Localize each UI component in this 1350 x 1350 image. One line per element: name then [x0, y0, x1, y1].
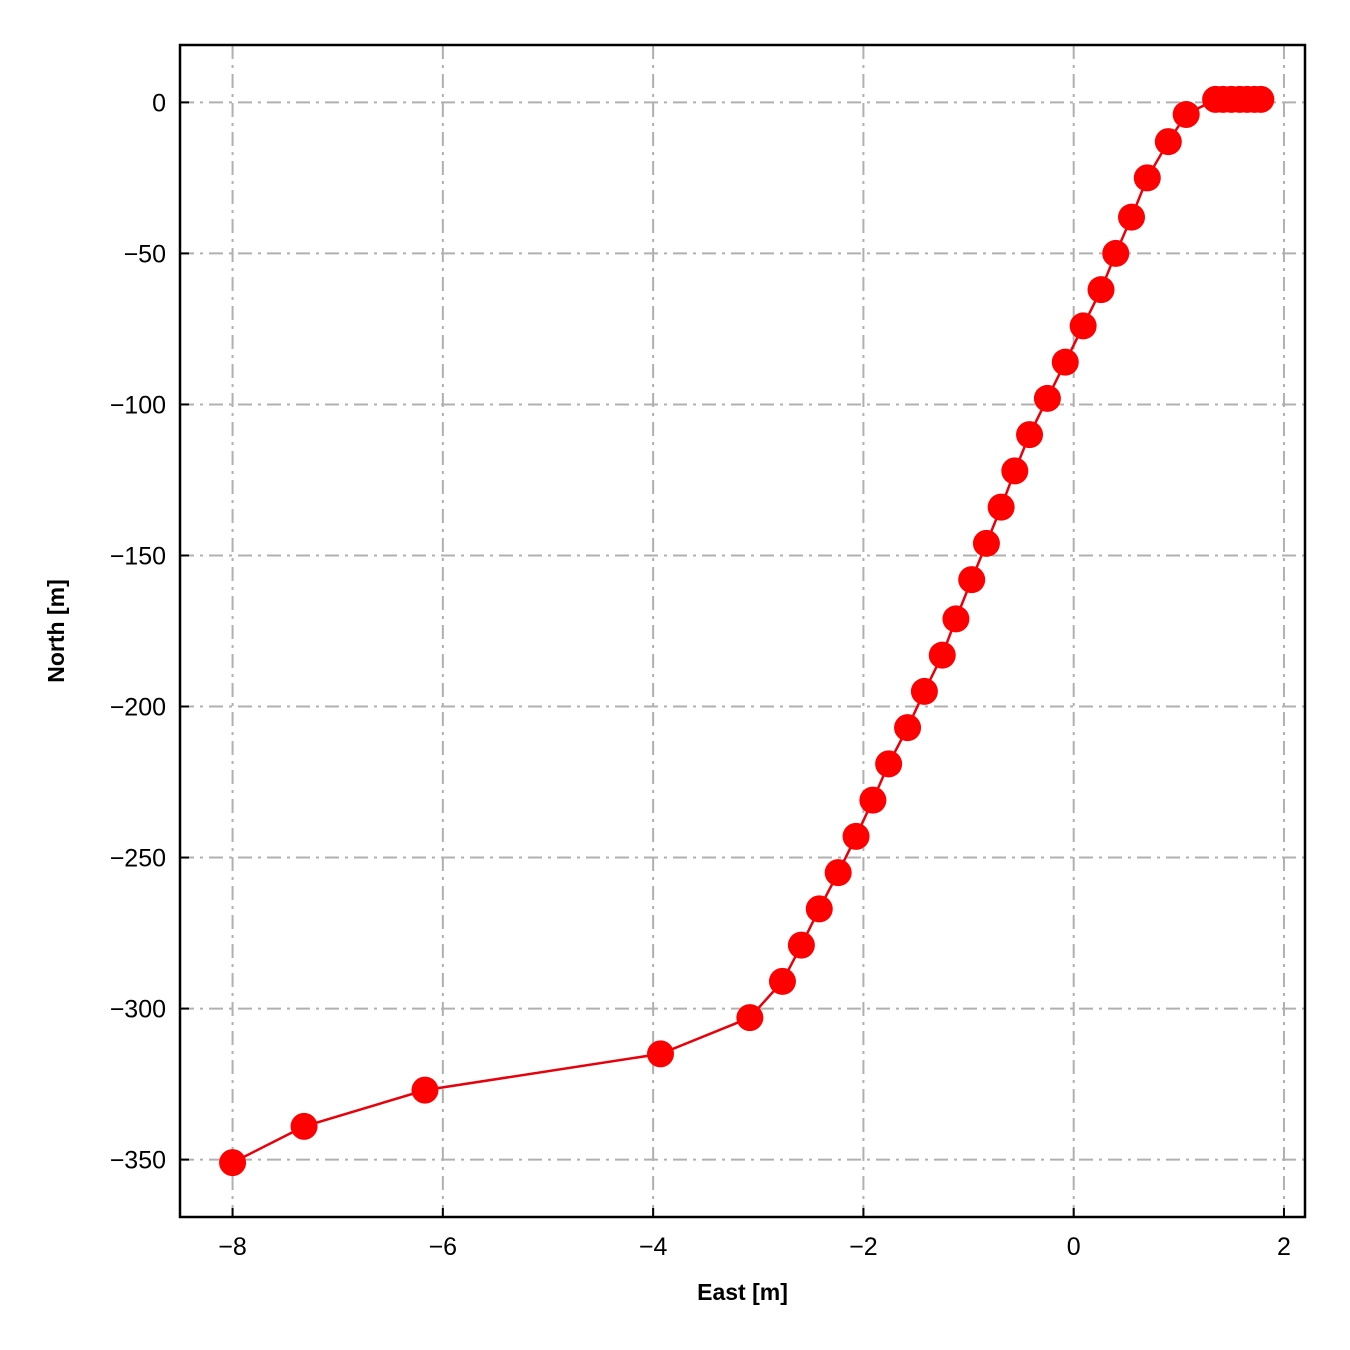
data-point-marker	[1016, 421, 1044, 449]
x-tick-label: 2	[1277, 1233, 1291, 1261]
data-point-marker	[1001, 457, 1029, 485]
y-tick-label: −350	[110, 1147, 166, 1175]
data-point-marker	[958, 566, 986, 594]
x-axis-label: East [m]	[697, 1279, 788, 1305]
data-point-marker	[768, 967, 796, 995]
plot-frame	[178, 43, 1307, 1219]
data-point-marker	[972, 529, 1000, 557]
y-tick-label: −200	[110, 694, 166, 722]
data-point-marker	[1247, 85, 1275, 113]
y-tick-label: −150	[110, 542, 166, 570]
y-axis-label: North [m]	[43, 579, 69, 682]
data-point-marker	[859, 786, 887, 814]
data-point-marker	[1033, 384, 1061, 412]
x-tick-label: −4	[639, 1233, 668, 1261]
data-point-marker	[875, 750, 903, 778]
x-tick-label: −8	[218, 1233, 247, 1261]
data-point-marker	[1102, 239, 1130, 267]
data-point-marker	[942, 605, 970, 633]
x-tick-label: 0	[1067, 1233, 1081, 1261]
axis-ticks: −8 −6 −4 −2 0 2 0 −50 −100 −150 −200 −250 −300 −350	[110, 89, 1291, 1261]
series-layer	[219, 85, 1275, 1177]
grid-lines	[180, 45, 1305, 1217]
data-point-marker	[842, 822, 870, 850]
data-point-marker	[987, 493, 1015, 521]
data-point-marker	[928, 641, 956, 669]
data-point-marker	[824, 859, 852, 887]
data-point-marker	[1087, 276, 1115, 304]
x-tick-label: −6	[429, 1233, 458, 1261]
x-tick-label: −2	[849, 1233, 878, 1261]
y-tick-label: −50	[124, 240, 166, 268]
data-point-marker	[219, 1149, 247, 1177]
data-point-marker	[894, 714, 922, 742]
data-point-marker	[787, 931, 815, 959]
y-tick-label: −100	[110, 391, 166, 419]
data-point-marker	[1154, 128, 1182, 156]
y-tick-label: −250	[110, 845, 166, 873]
data-point-marker	[646, 1040, 674, 1068]
data-point-marker	[1118, 203, 1146, 231]
data-point-marker	[805, 895, 833, 923]
data-point-marker	[910, 677, 938, 705]
data-point-marker	[290, 1112, 318, 1140]
y-tick-label: −300	[110, 996, 166, 1024]
data-point-marker	[411, 1076, 439, 1104]
data-point-marker	[1051, 348, 1079, 376]
data-point-marker	[736, 1004, 764, 1032]
data-point-marker	[1172, 100, 1200, 128]
y-tick-label: 0	[152, 89, 166, 117]
data-point-marker	[1133, 164, 1161, 192]
data-point-marker	[1069, 312, 1097, 340]
